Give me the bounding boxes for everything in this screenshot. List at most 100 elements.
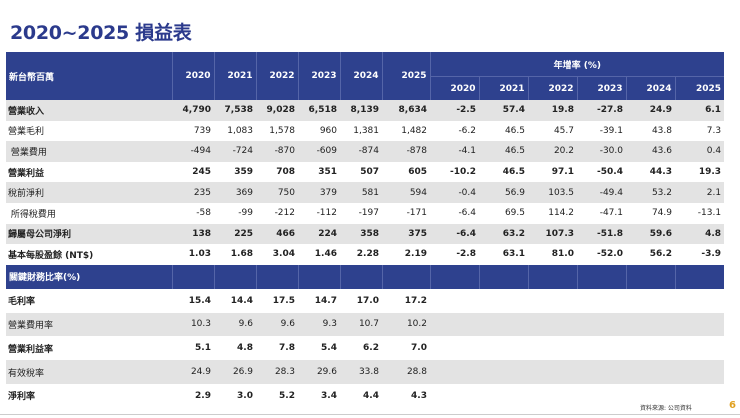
growth-cell: -52.0	[597, 249, 623, 260]
value-cell: -609	[298, 141, 340, 162]
value-cell: 507	[360, 167, 379, 178]
value-cell: -724	[214, 141, 256, 162]
ratio-cell: 17.0	[356, 295, 379, 306]
year-header: 2021	[213, 52, 256, 100]
value-cell: 739	[193, 125, 211, 136]
row-label: 營業利益	[8, 168, 45, 179]
empty-cell	[675, 312, 725, 337]
empty-cell	[626, 360, 675, 384]
ratio-label: 營業費用率	[6, 312, 172, 337]
ratio-label: 毛利率	[8, 297, 36, 308]
growth-cell: -50.4	[597, 167, 623, 178]
year-header: 2023	[297, 52, 340, 100]
value-cell: -870	[256, 141, 298, 162]
growth-cell: 81.0	[551, 249, 574, 260]
ratio-cell: 4.4	[363, 390, 379, 401]
empty-cell	[528, 384, 577, 408]
value-cell: 7,538	[214, 100, 256, 121]
growth-cell: 7.3	[706, 125, 722, 136]
ratio-label: 淨利率	[8, 392, 36, 403]
growth-cell: -27.8	[577, 100, 626, 121]
ratio-cell: 5.1	[195, 343, 211, 354]
header-cell	[625, 264, 675, 289]
ratio-cell: 9.6	[256, 312, 298, 337]
growth-year-header: 2021	[478, 76, 528, 100]
growth-year-header: 2023	[576, 76, 626, 100]
empty-cell	[577, 289, 626, 313]
ratio-cell: 28.3	[256, 360, 298, 384]
table-row: 營業費用 -494 -724 -870 -609 -874 -878 -4.1 46.5 20.2…	[6, 141, 725, 162]
value-cell: -494	[172, 141, 214, 162]
value-cell: 960	[319, 125, 337, 136]
value-cell: -878	[382, 141, 430, 162]
empty-cell	[577, 384, 626, 408]
growth-cell: 45.7	[553, 125, 574, 136]
row-label: 基本每股盈餘 (NT$)	[8, 250, 94, 261]
header-cell	[478, 264, 528, 289]
ratio-cell: 5.2	[279, 390, 295, 401]
row-label: 歸屬母公司淨利	[6, 223, 172, 245]
growth-cell: -3.9	[701, 249, 722, 260]
row-label: 所得稅費用	[8, 209, 56, 220]
ratio-cell: 2.9	[195, 390, 211, 401]
growth-cell: 6.1	[675, 100, 725, 121]
value-cell: 750	[256, 182, 298, 203]
value-cell: -171	[406, 208, 427, 219]
growth-cell: 53.2	[626, 182, 675, 203]
table-row: 營業收入 4,790 7,538 9,028 6,518 8,139 8,634 -2.5 57…	[6, 100, 725, 121]
header-cell	[674, 264, 725, 289]
empty-cell	[577, 360, 626, 384]
value-cell: 3.04	[272, 249, 295, 260]
growth-cell: 4.8	[675, 223, 725, 245]
value-cell: 245	[192, 167, 211, 178]
growth-cell: -39.1	[599, 125, 623, 136]
empty-cell	[626, 289, 675, 313]
ratio-cell: 15.4	[188, 295, 211, 306]
ratio-cell: 14.7	[314, 295, 337, 306]
ratio-cell: 17.5	[272, 295, 295, 306]
value-cell: -99	[238, 208, 253, 219]
table-row: 營業毛利 739 1,083 1,578 960 1,381 1,482 -6.2 46.5 45…	[6, 121, 724, 142]
table-row: 所得稅費用 -58 -99 -212 -112 -197 -171 -6.4 69.5 114.2…	[6, 203, 724, 224]
value-cell: 4,790	[172, 100, 214, 121]
growth-cell: 46.5	[479, 141, 528, 162]
value-cell: 235	[172, 182, 214, 203]
growth-cell: 46.5	[504, 125, 525, 136]
value-cell: 225	[214, 223, 256, 245]
growth-cell: 56.2	[649, 249, 672, 260]
growth-cell: 63.1	[502, 249, 525, 260]
page-number: 6	[729, 400, 736, 411]
empty-cell	[528, 360, 577, 384]
empty-cell	[626, 336, 675, 360]
empty-cell	[479, 384, 528, 408]
growth-cell: -2.5	[430, 100, 479, 121]
growth-cell: -6.4	[430, 223, 479, 245]
ratio-cell: 24.9	[172, 360, 214, 384]
ratio-cell: 14.4	[230, 295, 253, 306]
ratio-cell: 7.0	[411, 343, 427, 354]
empty-cell	[528, 312, 577, 337]
value-cell: 1,083	[227, 125, 253, 136]
value-cell: 594	[382, 182, 430, 203]
empty-cell	[479, 289, 528, 313]
ratio-cell: 17.2	[404, 295, 427, 306]
year-header: 2020	[171, 52, 214, 100]
growth-cell: -4.1	[430, 141, 479, 162]
growth-cell: 57.4	[479, 100, 528, 121]
value-cell: 6,518	[298, 100, 340, 121]
value-cell: -874	[340, 141, 382, 162]
ratio-cell: 3.0	[237, 390, 253, 401]
empty-cell	[528, 289, 577, 313]
growth-cell: 43.6	[626, 141, 675, 162]
ratio-cell: 33.8	[340, 360, 382, 384]
growth-cell: 74.9	[651, 208, 672, 219]
empty-cell	[675, 336, 724, 360]
empty-cell	[626, 312, 675, 337]
row-label: 稅前淨利	[6, 182, 172, 203]
empty-cell	[577, 312, 626, 337]
growth-year-header: 2020	[429, 76, 479, 100]
ratio-cell: 6.2	[363, 343, 379, 354]
value-cell: -212	[274, 208, 295, 219]
ratio-label: 營業利益率	[8, 344, 54, 355]
value-cell: 1.46	[314, 249, 337, 260]
